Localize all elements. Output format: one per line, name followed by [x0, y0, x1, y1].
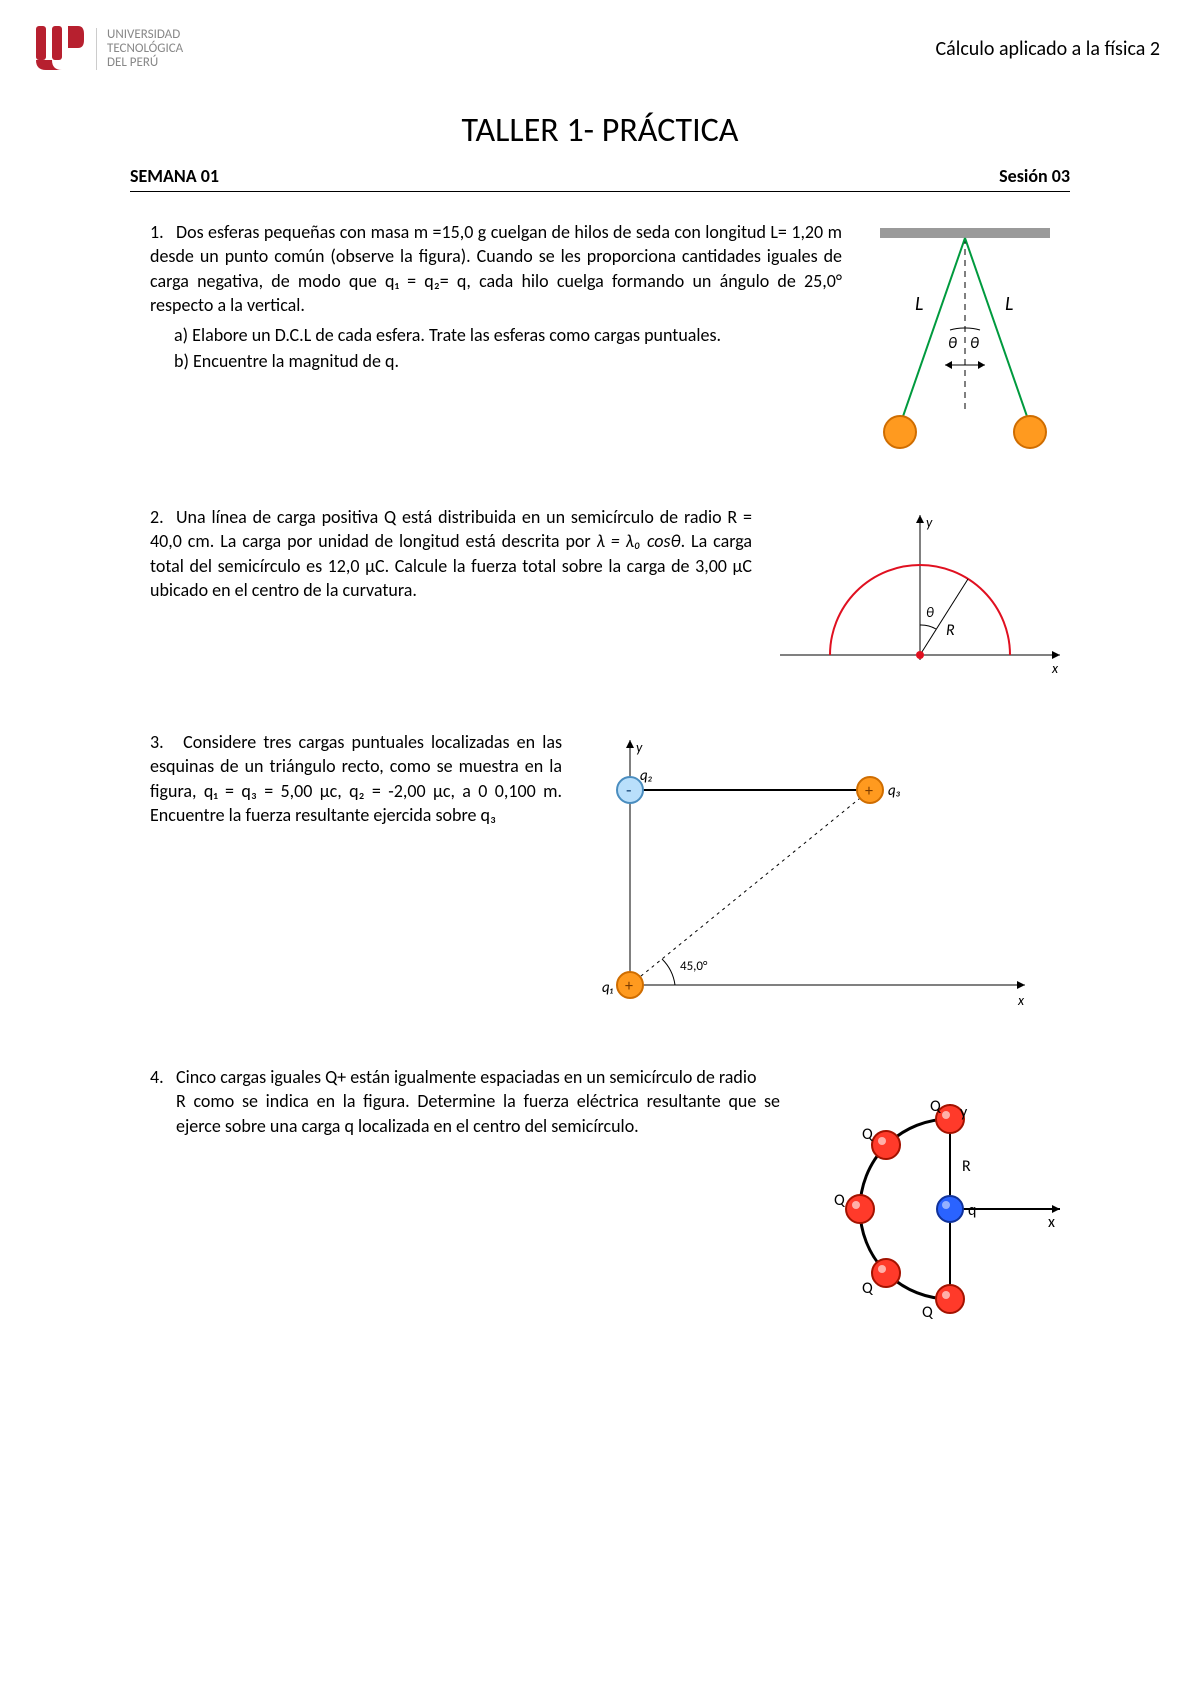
problem-4: 4.Cinco cargas iguales Q+ están igualmen… — [150, 1065, 1070, 1336]
problem-2: 2.Una línea de carga positiva Q está dis… — [150, 505, 1070, 690]
problem-2-figure: y x θ R — [770, 505, 1070, 690]
problem-3-body: Considere tres cargas puntuales localiza… — [150, 731, 562, 826]
fig4-Qtop: Q — [930, 1097, 942, 1116]
svg-text:+: + — [625, 977, 633, 996]
fig3-q2: q₂ — [640, 767, 653, 785]
fig2-theta: θ — [926, 604, 934, 621]
fig4-Q3: Q — [834, 1191, 846, 1210]
problem-4-lead: Cinco cargas iguales Q+ están igualmente… — [176, 1066, 756, 1088]
svg-text:-: - — [626, 779, 632, 801]
fig4-q: q — [968, 1201, 976, 1220]
fig3-q3: q₃ — [888, 782, 901, 800]
fig3-x: x — [1017, 992, 1025, 1009]
content-area: 1.Dos esferas pequeñas con masa m =15,0 … — [150, 220, 1070, 1336]
session-label: Sesión 03 — [999, 165, 1070, 187]
fig4-y: y — [960, 1103, 968, 1122]
fig4-Q4: Q — [862, 1279, 874, 1298]
problem-4-figure: y x R Q Q Q Q Q q — [790, 1089, 1070, 1335]
fig1-theta-l: θ — [948, 334, 957, 353]
uni-line3: DEL PERÚ — [107, 56, 183, 70]
problem-1-number: 1. — [150, 220, 176, 244]
problem-3-text: 3. Considere tres cargas puntuales local… — [150, 730, 580, 827]
problem-1-body: Dos esferas pequeñas con masa m =15,0 g … — [150, 221, 842, 316]
problem-2-formula: λ = λ₀ cosθ — [597, 530, 681, 552]
uni-line2: TECNOLÓGICA — [107, 42, 183, 56]
fig4-x: x — [1048, 1213, 1055, 1232]
problem-4-rest: R como se indica en la figura. Determine… — [150, 1089, 780, 1138]
course-name: Cálculo aplicado a la física 2 — [936, 37, 1161, 61]
problem-1-text: 1.Dos esferas pequeñas con masa m =15,0 … — [150, 220, 860, 374]
uni-line1: UNIVERSIDAD — [107, 28, 183, 42]
subheading-bar: SEMANA 01 Sesión 03 — [130, 165, 1070, 192]
fig2-y: y — [926, 514, 933, 531]
fig1-L-right: L — [1005, 292, 1013, 316]
problem-2-text: 2.Una línea de carga positiva Q está dis… — [150, 505, 770, 602]
week-label: SEMANA 01 — [130, 165, 219, 187]
svg-text:+: + — [865, 782, 873, 801]
problem-3-figure: - + + y x q₂ q₃ q₁ 45,0° — [580, 730, 1040, 1025]
page-header: UNIVERSIDAD TECNOLÓGICA DEL PERÚ Cálculo… — [30, 20, 1160, 78]
fig3-q1: q₁ — [602, 979, 614, 997]
problem-1-item-b: b) Encuentre la magnitud de q. — [150, 349, 842, 373]
logo-block: UNIVERSIDAD TECNOLÓGICA DEL PERÚ — [30, 20, 183, 78]
problem-1: 1.Dos esferas pequeñas con masa m =15,0 … — [150, 220, 1070, 465]
problem-2-number: 2. — [150, 505, 176, 529]
fig2-R: R — [946, 621, 955, 640]
problem-4-number: 4. — [150, 1065, 176, 1089]
fig1-theta-r: θ — [970, 334, 979, 353]
university-name: UNIVERSIDAD TECNOLÓGICA DEL PERÚ — [96, 28, 183, 71]
fig3-y: y — [636, 739, 643, 756]
fig3-angle: 45,0° — [680, 959, 708, 974]
problem-3: 3. Considere tres cargas puntuales local… — [150, 730, 1070, 1025]
problem-3-number: 3. — [150, 730, 176, 754]
problem-1-figure: L L θ θ — [860, 220, 1070, 465]
fig4-Q5: Q — [922, 1303, 934, 1322]
problem-1-item-a: a) Elabore un D.C.L de cada esfera. Trat… — [150, 323, 842, 347]
page-title: TALLER 1- PRÁCTICA — [0, 110, 1200, 151]
fig2-x: x — [1051, 660, 1059, 677]
fig1-L-left: L — [915, 292, 923, 316]
utp-logo-icon — [30, 20, 88, 78]
fig4-Q2: Q — [862, 1125, 874, 1144]
fig4-R: R — [962, 1157, 971, 1176]
